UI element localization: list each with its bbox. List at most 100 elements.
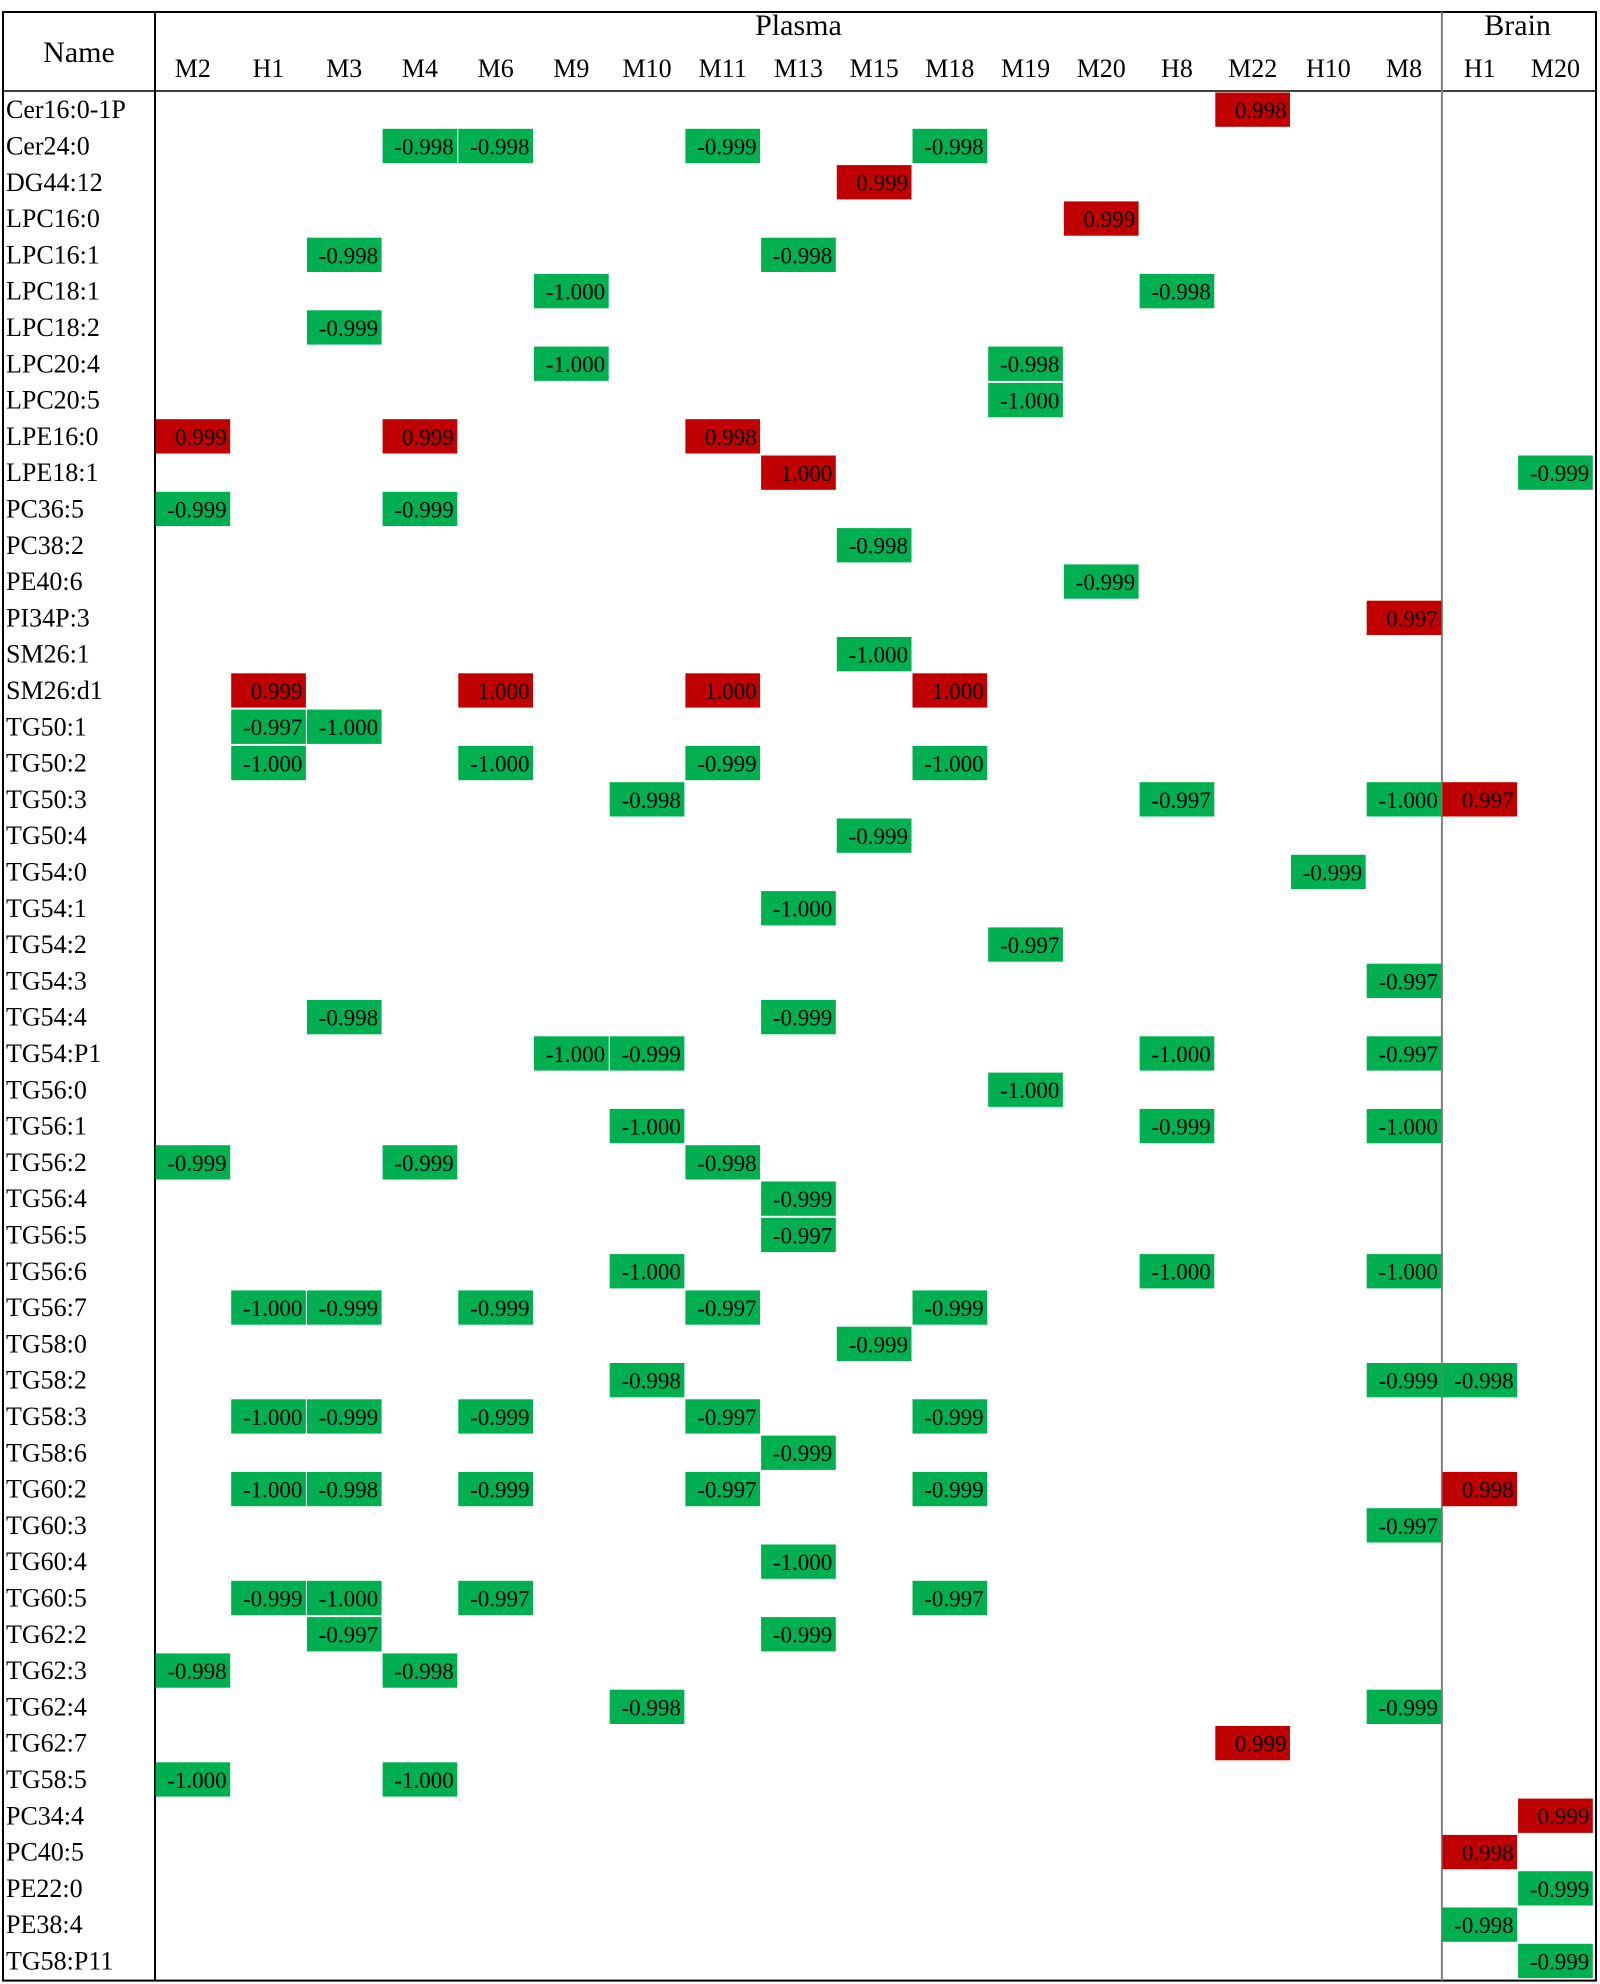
cell-value: -0.998	[773, 243, 832, 268]
cell-value: -0.999	[924, 1296, 983, 1321]
row-label: Cer16:0-1P	[6, 95, 126, 124]
cell-positive	[1366, 600, 1442, 635]
cell-negative	[231, 709, 306, 744]
row-label: TG56:6	[6, 1257, 87, 1286]
table-border	[2, 11, 1597, 1982]
row-label: DG44:12	[6, 168, 103, 197]
cell-value: -1.000	[546, 280, 605, 305]
cell-value: -0.999	[924, 1478, 983, 1503]
cell-value: -0.999	[924, 1405, 983, 1430]
cell-negative	[912, 1471, 988, 1507]
cell-value: 1.000	[705, 679, 757, 704]
column-label: M9	[553, 54, 589, 83]
cell-negative	[458, 745, 533, 781]
cell-value: -0.999	[319, 1296, 378, 1321]
cell-value: -0.997	[1378, 1042, 1437, 1067]
row-label: TG56:2	[6, 1148, 87, 1177]
row-label: TG54:2	[6, 930, 87, 959]
cell-value: -0.997	[319, 1623, 378, 1648]
cell-value: -0.999	[470, 1296, 529, 1321]
cell-negative	[155, 491, 231, 527]
cell-negative	[912, 1399, 988, 1434]
row-label: TG58:2	[6, 1366, 87, 1395]
cell-value: -0.997	[773, 1223, 832, 1248]
cell-negative	[534, 1036, 609, 1071]
cell-value: 0.997	[1386, 606, 1438, 631]
cell-value: 0.999	[1235, 1732, 1287, 1757]
cell-negative	[761, 1617, 836, 1652]
cell-negative	[458, 1580, 533, 1616]
column-label: M20	[1531, 54, 1580, 83]
row-label: PC34:4	[6, 1801, 84, 1830]
cell-negative	[306, 1399, 382, 1434]
cell-positive	[1063, 201, 1139, 236]
row-label: TG62:2	[6, 1620, 87, 1649]
row-label: TG58:P11	[6, 1947, 113, 1976]
cell-value: 0.998	[1462, 1841, 1514, 1866]
cell-negative	[912, 1580, 988, 1616]
cell-value: -0.999	[1530, 461, 1589, 486]
cell-value: -1.000	[1000, 1078, 1059, 1103]
cell-value: -1.000	[773, 897, 832, 922]
cell-positive	[1442, 1834, 1518, 1870]
row-label: TG60:2	[6, 1475, 87, 1504]
cell-negative	[1139, 1254, 1215, 1289]
row-label: LPC18:2	[6, 313, 100, 342]
cell-value: -0.997	[1378, 1514, 1437, 1539]
cell-value: -1.000	[470, 752, 529, 777]
cell-value: -1.000	[394, 1768, 453, 1793]
cell-value: -1.000	[1000, 389, 1059, 414]
cell-value: -1.000	[243, 1296, 302, 1321]
row-label: SM26:1	[6, 640, 90, 669]
row-label: TG58:3	[6, 1402, 87, 1431]
cell-value: 0.999	[402, 425, 454, 450]
row-label: LPE18:1	[6, 458, 98, 487]
cell-negative	[836, 528, 912, 563]
column-label: M13	[774, 54, 823, 83]
cell-value: -0.997	[1151, 788, 1210, 813]
cell-negative	[231, 745, 306, 781]
cell-value: -0.998	[470, 134, 529, 159]
cell-value: -0.997	[697, 1405, 756, 1430]
row-label: TG56:7	[6, 1293, 87, 1322]
cell-value: -0.998	[1454, 1369, 1513, 1394]
cell-negative	[1366, 1254, 1442, 1289]
cell-negative	[306, 1580, 382, 1616]
row-label: PE40:6	[6, 567, 83, 596]
cell-negative	[1139, 1036, 1215, 1071]
row-label: TG56:1	[6, 1112, 87, 1141]
cell-value: -0.999	[1378, 1695, 1437, 1720]
cell-value: -0.998	[621, 1369, 680, 1394]
cell-value: -0.997	[1378, 969, 1437, 994]
row-label: PC36:5	[6, 495, 84, 524]
column-label: M11	[699, 54, 747, 83]
cell-value: -1.000	[243, 1405, 302, 1430]
cell-value: -0.998	[394, 1659, 453, 1684]
cell-negative	[231, 1471, 306, 1507]
row-label: LPC16:1	[6, 240, 100, 269]
cell-value: -1.000	[319, 715, 378, 740]
cell-negative	[534, 274, 609, 309]
row-label: TG62:3	[6, 1656, 87, 1685]
cell-negative	[382, 1653, 458, 1688]
cell-negative	[1366, 1508, 1442, 1543]
cell-negative	[836, 818, 912, 853]
cell-negative	[458, 1290, 533, 1325]
cell-value: -0.999	[773, 1441, 832, 1466]
cell-value: -1.000	[1378, 1115, 1437, 1140]
cell-positive	[1518, 1798, 1593, 1833]
cell-value: -1.000	[621, 1260, 680, 1285]
column-label: H8	[1161, 54, 1193, 83]
cell-positive	[761, 455, 836, 490]
cell-negative	[1366, 1363, 1442, 1398]
cell-value: -1.000	[1151, 1260, 1210, 1285]
cell-negative	[458, 1399, 533, 1434]
row-label: LPC20:4	[6, 349, 100, 378]
cell-positive	[685, 419, 761, 454]
row-label: LPC18:1	[6, 277, 100, 306]
row-label: PE38:4	[6, 1910, 83, 1939]
row-label: PC40:5	[6, 1838, 84, 1867]
cell-negative	[685, 1399, 761, 1434]
column-label: M3	[326, 54, 362, 83]
cell-value: -0.998	[697, 1151, 756, 1176]
